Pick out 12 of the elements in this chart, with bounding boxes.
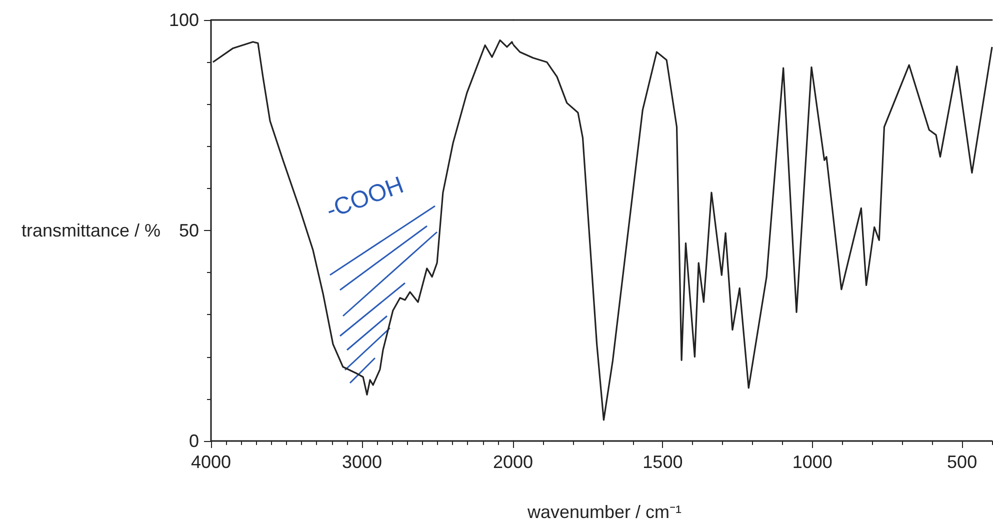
y-tick-label: 50 bbox=[178, 220, 199, 240]
x-tick-label: 1000 bbox=[792, 452, 832, 472]
x-tick-label: 2000 bbox=[492, 452, 534, 472]
annotation: -COOH bbox=[322, 172, 408, 224]
x-tick-label: 3000 bbox=[342, 452, 382, 472]
y-tick-label: 0 bbox=[188, 431, 199, 451]
x-axis-title: wavenumber / cm⁻¹ bbox=[526, 502, 682, 522]
x-tick-label: 4000 bbox=[190, 452, 232, 472]
y-axis-title: transmittance / % bbox=[21, 220, 161, 240]
x-tick-label: 500 bbox=[947, 452, 978, 472]
x-tick-label: 1500 bbox=[642, 452, 683, 472]
y-tick-label: 100 bbox=[168, 10, 199, 30]
